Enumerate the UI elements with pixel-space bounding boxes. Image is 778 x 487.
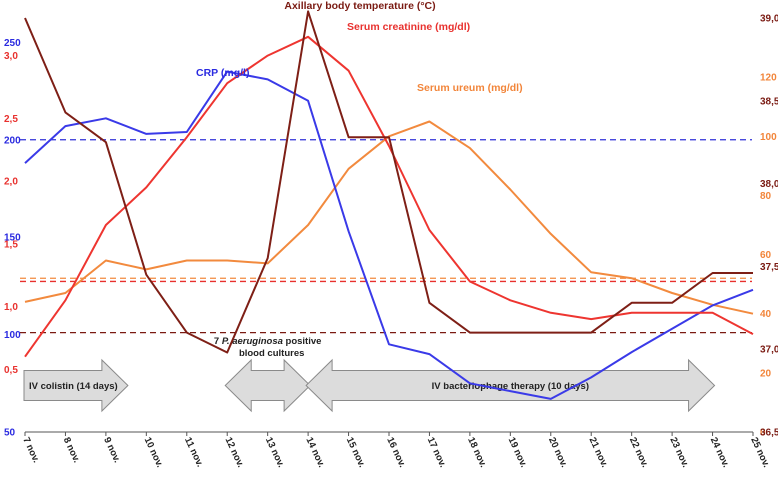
blood-culture-label: 7 P. aeruginosa positive — [214, 336, 322, 347]
x-tick-label: 13 nov. — [263, 436, 287, 470]
series-labels: CRP (mg/l) Serum creatinine (mg/dl) Serum … — [196, 0, 523, 94]
temperature-series-line — [24, 10, 753, 354]
x-tick-label: 7 nov. — [20, 436, 41, 465]
x-tick-label: 10 nov. — [142, 436, 166, 470]
ureum-tick-label: 100 — [760, 132, 777, 143]
therapy-arrow — [23, 358, 129, 413]
creatinine-tick-label: 2,5 — [4, 114, 18, 125]
blood-culture-label-part: positive — [283, 336, 322, 347]
crp-tick-label: 100 — [4, 330, 21, 341]
series-lines — [24, 10, 754, 400]
x-tick-labels: 7 nov. 8 nov. 9 nov. 10 nov. 11 nov. 12 nov. 1… — [20, 436, 772, 470]
x-tick-label: 17 nov. — [425, 436, 449, 470]
x-tick-label: 23 nov. — [667, 436, 691, 470]
x-tick-label: 8 nov. — [61, 436, 82, 465]
temperature-tick-label: 37,5 — [760, 262, 778, 273]
creatinine-tick-label: 1,0 — [4, 302, 18, 313]
ureum-tick-label: 60 — [760, 250, 772, 261]
creatinine-series-label: Serum creatinine (mg/dl) — [347, 21, 470, 33]
ureum-tick-label: 80 — [760, 191, 772, 202]
x-tick-label: 14 nov. — [303, 436, 327, 470]
x-tick-label: 21 nov. — [587, 436, 611, 470]
crp-tick-label: 50 — [4, 428, 16, 439]
blood-culture-label-part: P. aeruginosa — [222, 336, 283, 347]
ureum-series-label: Serum ureum (mg/dl) — [417, 82, 523, 94]
ureum-tick-label: 0 — [760, 428, 766, 439]
crp-tick-label: 150 — [4, 233, 21, 244]
therapy-arrow — [305, 358, 716, 413]
x-tick-label: 24 nov. — [708, 436, 732, 470]
x-tick-label: 11 nov. — [182, 436, 205, 469]
temperature-tick-label: 38,5 — [760, 96, 778, 107]
ureum-tick-label: 40 — [760, 309, 772, 320]
creatinine-tick-label: 0,5 — [4, 365, 18, 376]
temperature-series-label: Axillary body temperature (°C) — [284, 0, 435, 12]
temperature-tick-label: 37,0 — [760, 345, 778, 356]
temperature-tick-label: 36,5 — [760, 428, 778, 439]
x-tick-label: 9 nov. — [101, 436, 122, 465]
blood-culture-label-part: 7 — [214, 336, 222, 347]
therapy-arrows: IV colistin (14 days) 7 P. aeruginosa pos… — [23, 336, 716, 413]
x-tick-label: 18 nov. — [465, 436, 489, 470]
x-tick-label: 22 nov. — [627, 436, 651, 470]
x-tick-label: 19 nov. — [506, 436, 530, 470]
creatinine-tick-label: 1,5 — [4, 239, 18, 250]
therapy-arrow — [224, 358, 311, 413]
x-tick-label: 25 nov. — [748, 436, 772, 470]
axis-lines — [24, 431, 754, 436]
crp-series-line — [24, 70, 754, 400]
ureum-series-line — [24, 120, 754, 315]
ureum-tick-label: 20 — [760, 368, 772, 379]
temperature-tick-label: 39,0 — [760, 14, 778, 25]
crp-series-label: CRP (mg/l) — [196, 67, 249, 79]
creatinine-tick-label: 2,0 — [4, 177, 18, 188]
blood-culture-label-line2: blood cultures — [239, 348, 304, 359]
temperature-tick-label: 38,0 — [760, 179, 778, 190]
creatinine-series-line — [24, 35, 754, 358]
x-tick-label: 15 nov. — [344, 436, 368, 470]
crp-tick-label: 200 — [4, 135, 21, 146]
tick-labels: 3,02,52,01,51,00,52502001501005012010080… — [4, 14, 778, 439]
ureum-tick-label: 120 — [760, 73, 777, 84]
creatinine-tick-label: 3,0 — [4, 51, 18, 62]
therapy-arrow-label: IV bacteriophage therapy (10 days) — [432, 381, 589, 392]
x-tick-label: 20 nov. — [546, 436, 570, 470]
crp-tick-label: 250 — [4, 38, 21, 49]
x-tick-label: 12 nov. — [223, 436, 247, 470]
x-tick-label: 16 nov. — [384, 436, 408, 470]
therapy-arrow-label: IV colistin (14 days) — [29, 381, 118, 392]
